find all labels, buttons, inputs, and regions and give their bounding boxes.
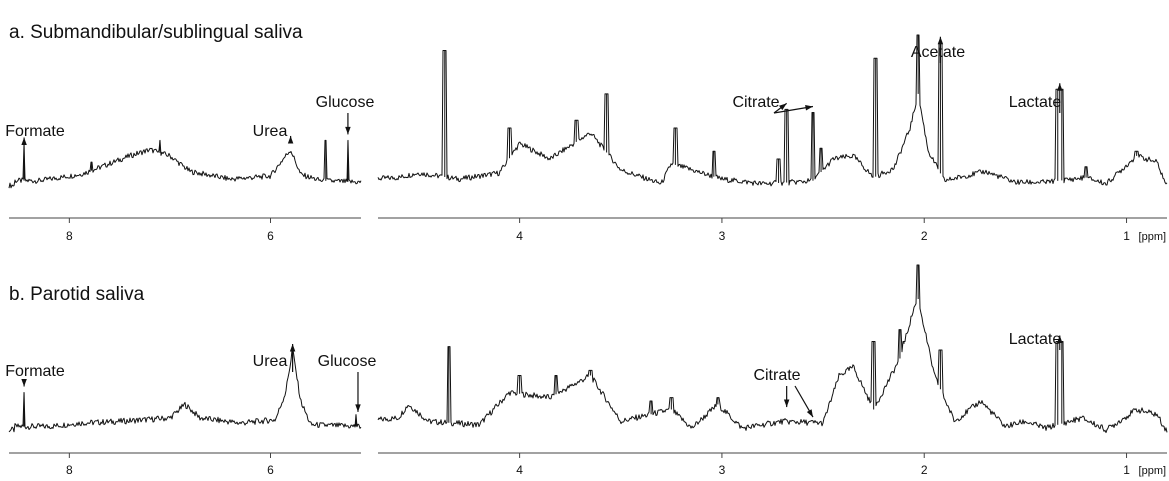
tick-label: 2 [921, 463, 928, 477]
annotation-lactate-label: Lactate [1009, 94, 1062, 111]
tick-label: 8 [66, 229, 73, 243]
annotation-arrowhead [289, 344, 296, 352]
annotation-arrowhead [21, 378, 27, 387]
annotation-arrowhead [783, 399, 790, 408]
tick-label: 6 [267, 229, 274, 243]
annotation-citrate-label: Citrate [732, 94, 779, 111]
annotation-arrowhead [287, 135, 294, 144]
spectrum-trace [8, 139, 362, 189]
tick-label: 4 [516, 463, 523, 477]
annotation-urea-label: Urea [253, 353, 288, 370]
annotation-citrate-label: Citrate [753, 367, 800, 384]
annotation-glucose-label: Glucose [316, 94, 375, 111]
annotation-arrowhead [355, 404, 361, 412]
annotation-urea-label: Urea [253, 123, 288, 140]
annotation-formate-label: Formate [5, 363, 65, 380]
tick-label: 1 [1123, 229, 1130, 243]
panel-a: a. Submandibular/sublingual saliva 8 6 4 3 2 1… [5, 22, 1168, 243]
tick-label: 1 [1123, 463, 1130, 477]
tick-label: 3 [719, 463, 726, 477]
annotation-arrowhead [21, 137, 27, 146]
axis-unit-label: [ppm] [1139, 465, 1167, 477]
annotation-arrowhead [805, 105, 813, 111]
annotation-arrowhead [1057, 83, 1063, 91]
tick-label: 2 [921, 229, 928, 243]
annotation-formate-label: Formate [5, 123, 65, 140]
annotation-arrowhead [937, 36, 944, 45]
annotation-arrowhead [779, 103, 787, 111]
panel-b: b. Parotid saliva 8 6 4 3 2 1 [ppm] Formate Urea G… [5, 264, 1168, 477]
tick-label: 6 [267, 463, 274, 477]
panel-title: a. Submandibular/sublingual saliva [9, 22, 303, 43]
spectrum-trace [377, 264, 1168, 434]
annotation-acetate-label: Acetate [911, 44, 965, 61]
tick-label: 3 [719, 229, 726, 243]
annotation-arrowhead [806, 409, 813, 418]
tick-label: 8 [66, 463, 73, 477]
axis-unit-label: [ppm] [1139, 231, 1167, 243]
annotation-glucose-label: Glucose [318, 353, 377, 370]
spectrum-trace [8, 349, 362, 433]
annotation-arrowhead [345, 126, 351, 135]
annotation-lactate-label: Lactate [1009, 331, 1062, 348]
tick-label: 4 [516, 229, 523, 243]
panel-title: b. Parotid saliva [9, 284, 145, 305]
annotation-arrowhead [1057, 335, 1063, 344]
